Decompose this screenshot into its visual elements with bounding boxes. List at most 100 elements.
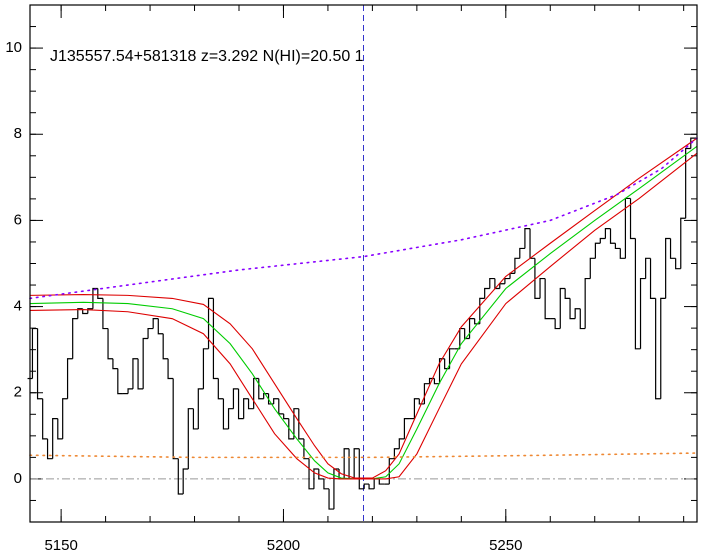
flux-step bbox=[594, 242, 601, 259]
y-tick-label: 4 bbox=[14, 298, 22, 315]
flux-step bbox=[172, 378, 179, 460]
flux-step bbox=[574, 308, 581, 319]
flux-step bbox=[258, 378, 264, 400]
flux-step bbox=[328, 488, 334, 510]
flux-step bbox=[388, 458, 395, 485]
flux-step bbox=[534, 258, 541, 299]
flux-step bbox=[504, 277, 511, 284]
flux-step bbox=[569, 298, 576, 320]
x-tick-label: 5200 bbox=[267, 537, 300, 554]
flux-step bbox=[137, 358, 144, 390]
flux-step bbox=[403, 418, 410, 439]
x-tick-label: 5250 bbox=[489, 537, 522, 554]
x-tick-label: 5150 bbox=[44, 537, 77, 554]
flux-step bbox=[82, 308, 88, 315]
flux-step bbox=[177, 458, 184, 495]
flux-step bbox=[132, 358, 139, 389]
flux-step bbox=[614, 243, 621, 250]
flux-step bbox=[333, 468, 340, 510]
flux-step bbox=[579, 308, 586, 330]
flux-step bbox=[46, 438, 53, 460]
y-tick-label: 10 bbox=[5, 39, 22, 56]
y-tick-label: 0 bbox=[14, 470, 22, 487]
flux-step bbox=[237, 388, 244, 420]
flux-step bbox=[609, 228, 616, 244]
flux-step bbox=[107, 328, 113, 360]
flux-step bbox=[227, 408, 234, 429]
flux-step bbox=[273, 398, 279, 404]
flux-step bbox=[564, 288, 571, 299]
flux-step bbox=[599, 237, 606, 244]
flux-step bbox=[589, 257, 596, 279]
continuum-line bbox=[29, 137, 698, 300]
flux-step bbox=[479, 297, 485, 324]
flux-step bbox=[232, 388, 239, 409]
flux-step bbox=[539, 277, 546, 299]
flux-step bbox=[489, 277, 495, 289]
flux-step bbox=[162, 333, 169, 360]
flux-step bbox=[519, 247, 525, 259]
flux-step bbox=[247, 398, 254, 410]
flux-step bbox=[655, 298, 661, 400]
flux-step bbox=[464, 328, 470, 340]
flux-step bbox=[669, 238, 676, 259]
flux-step bbox=[31, 327, 38, 379]
flux-step bbox=[378, 478, 385, 485]
fit-lower-line bbox=[29, 152, 698, 480]
flux-step bbox=[484, 287, 490, 299]
flux-step bbox=[222, 398, 229, 430]
flux-step bbox=[92, 287, 98, 309]
y-tick-label: 8 bbox=[14, 125, 22, 142]
flux-step bbox=[197, 388, 204, 429]
flux-step bbox=[645, 257, 651, 279]
flux-step bbox=[36, 328, 43, 400]
flux-step bbox=[413, 398, 420, 419]
flux-step bbox=[665, 237, 671, 299]
flux-step bbox=[514, 257, 520, 274]
flux-step bbox=[554, 318, 561, 330]
flux-step bbox=[117, 368, 123, 395]
flux-step bbox=[448, 348, 455, 369]
flux-step bbox=[358, 448, 365, 490]
flux-step bbox=[77, 308, 83, 319]
fit-upper-line bbox=[29, 137, 698, 479]
flux-step bbox=[649, 258, 656, 299]
flux-step bbox=[363, 483, 370, 489]
flux-step bbox=[42, 398, 48, 440]
flux-step bbox=[398, 438, 405, 449]
flux-step bbox=[147, 327, 154, 339]
flux-step bbox=[182, 468, 189, 494]
flux-step bbox=[685, 147, 691, 219]
flux-step bbox=[152, 318, 159, 329]
flux-step bbox=[433, 378, 440, 385]
flux-step bbox=[288, 418, 294, 440]
flux-step bbox=[619, 248, 626, 259]
flux-step bbox=[639, 277, 646, 349]
flux-step bbox=[318, 469, 324, 480]
flux-step bbox=[293, 408, 299, 439]
y-tick-label: 2 bbox=[14, 384, 22, 401]
flux-step bbox=[187, 408, 194, 470]
flux-step bbox=[62, 398, 68, 439]
flux-step bbox=[438, 358, 445, 384]
flux-step bbox=[634, 238, 641, 350]
flux-step bbox=[243, 398, 249, 419]
flux-step bbox=[283, 413, 289, 420]
flux-step bbox=[468, 318, 475, 339]
flux-step bbox=[142, 337, 149, 389]
flux-step bbox=[167, 358, 174, 380]
flux-step bbox=[544, 278, 551, 320]
flux-step bbox=[217, 378, 224, 400]
flux-step bbox=[303, 438, 310, 460]
flux-step bbox=[66, 358, 73, 399]
flux-step bbox=[202, 348, 209, 389]
flux-step bbox=[559, 287, 566, 329]
flux-step bbox=[393, 448, 400, 459]
flux-step bbox=[157, 318, 164, 335]
plot-frame bbox=[29, 4, 698, 523]
flux-step bbox=[675, 258, 681, 270]
flux-step bbox=[604, 228, 611, 239]
flux-step bbox=[298, 408, 304, 440]
